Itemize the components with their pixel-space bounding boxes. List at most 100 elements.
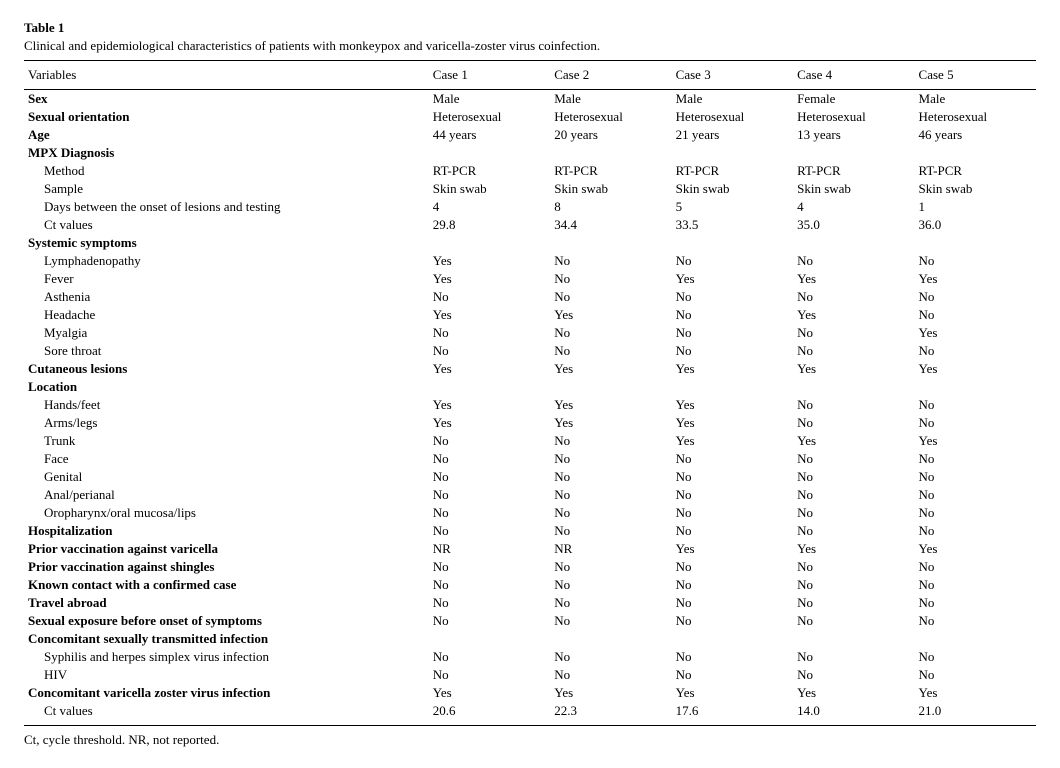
row-value: No [550,270,671,288]
row-value: Yes [672,396,793,414]
row-value: No [915,468,1036,486]
row-value: No [793,648,914,666]
row-value: No [793,468,914,486]
clinical-table: Variables Case 1 Case 2 Case 3 Case 4 Ca… [24,60,1036,726]
row-value: No [550,450,671,468]
row-label: Concomitant varicella zoster virus infec… [24,684,429,702]
row-value: Skin swab [672,180,793,198]
row-value: NR [550,540,671,558]
table-row: Sexual exposure before onset of symptoms… [24,612,1036,630]
table-row: Syphilis and herpes simplex virus infect… [24,648,1036,666]
row-value: Yes [915,540,1036,558]
table-row: TrunkNoNoYesYesYes [24,432,1036,450]
table-row: Known contact with a confirmed caseNoNoN… [24,576,1036,594]
row-value [793,144,914,162]
row-value: No [429,504,550,522]
row-value: Yes [550,360,671,378]
row-value [429,630,550,648]
row-label: Sex [24,90,429,109]
row-value: No [672,558,793,576]
row-value [429,378,550,396]
row-value: Yes [550,414,671,432]
row-label: Prior vaccination against shingles [24,558,429,576]
table-row: Sexual orientationHeterosexualHeterosexu… [24,108,1036,126]
row-value: 33.5 [672,216,793,234]
table-row: Prior vaccination against shinglesNoNoNo… [24,558,1036,576]
header-case4: Case 4 [793,61,914,90]
row-value: Yes [793,306,914,324]
row-value: No [429,612,550,630]
row-value [672,630,793,648]
header-case1: Case 1 [429,61,550,90]
row-label: Genital [24,468,429,486]
row-value: No [793,576,914,594]
row-value: Yes [672,414,793,432]
table-row: LymphadenopathyYesNoNoNoNo [24,252,1036,270]
table-row: AstheniaNoNoNoNoNo [24,288,1036,306]
row-label: Arms/legs [24,414,429,432]
table-row: Age44 years20 years21 years13 years46 ye… [24,126,1036,144]
row-value: Heterosexual [550,108,671,126]
header-case5: Case 5 [915,61,1036,90]
table-row: Hands/feetYesYesYesNoNo [24,396,1036,414]
row-label: Ct values [24,702,429,726]
row-value: No [672,468,793,486]
table-row: Anal/perianalNoNoNoNoNo [24,486,1036,504]
row-value: No [793,324,914,342]
row-value: No [915,504,1036,522]
row-value: Yes [915,360,1036,378]
table-row: Ct values20.622.317.614.021.0 [24,702,1036,726]
row-value [793,378,914,396]
table-label: Table 1 [24,20,1036,36]
row-value: Yes [429,306,550,324]
row-value: Yes [915,270,1036,288]
row-value: 20.6 [429,702,550,726]
row-value: 14.0 [793,702,914,726]
row-value: 34.4 [550,216,671,234]
row-value [793,234,914,252]
row-value: No [550,522,671,540]
table-row: Concomitant sexually transmitted infecti… [24,630,1036,648]
row-value: 46 years [915,126,1036,144]
row-value: No [672,504,793,522]
row-value: RT-PCR [793,162,914,180]
header-case3: Case 3 [672,61,793,90]
table-row: MethodRT-PCRRT-PCRRT-PCRRT-PCRRT-PCR [24,162,1036,180]
row-value: Male [550,90,671,109]
table-row: Travel abroadNoNoNoNoNo [24,594,1036,612]
row-value [550,378,671,396]
row-label: Age [24,126,429,144]
row-value: No [793,486,914,504]
row-value: No [550,252,671,270]
row-value [672,378,793,396]
row-value: No [429,324,550,342]
row-value: Yes [672,684,793,702]
row-value: No [793,594,914,612]
row-value [915,630,1036,648]
row-value: Yes [915,684,1036,702]
row-value: No [793,252,914,270]
row-label: Systemic symptoms [24,234,429,252]
row-value: No [672,576,793,594]
row-value: No [550,648,671,666]
row-value: No [672,612,793,630]
row-label: Sore throat [24,342,429,360]
table-row: HeadacheYesYesNoYesNo [24,306,1036,324]
row-value: No [915,666,1036,684]
row-value: No [429,468,550,486]
row-value [550,234,671,252]
row-value: No [672,666,793,684]
row-value: No [672,306,793,324]
row-value: No [793,396,914,414]
row-label: Days between the onset of lesions and te… [24,198,429,216]
row-value: No [793,288,914,306]
row-value: Skin swab [429,180,550,198]
row-value: Male [915,90,1036,109]
row-label: Hospitalization [24,522,429,540]
row-value: No [915,288,1036,306]
row-value: 5 [672,198,793,216]
row-value: No [550,288,671,306]
row-label: Sexual orientation [24,108,429,126]
row-value: 13 years [793,126,914,144]
table-row: Days between the onset of lesions and te… [24,198,1036,216]
